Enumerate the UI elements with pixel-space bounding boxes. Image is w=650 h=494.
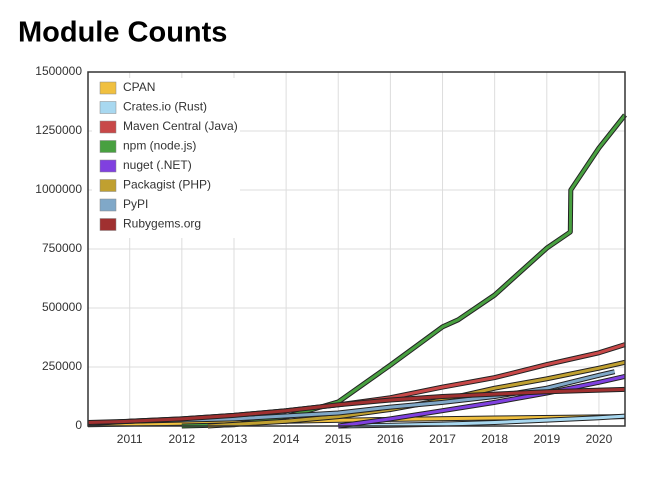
legend-label: npm (node.js)	[123, 139, 196, 153]
x-tick-label: 2020	[586, 432, 613, 446]
legend-label: Maven Central (Java)	[123, 119, 238, 133]
legend-label: Rubygems.org	[123, 217, 201, 231]
legend-swatch	[99, 81, 117, 95]
legend-swatch	[99, 120, 117, 134]
x-tick-label: 2018	[481, 432, 508, 446]
x-tick-label: 2013	[221, 432, 248, 446]
x-tick-label: 2019	[533, 432, 560, 446]
x-tick-label: 2011	[117, 432, 143, 446]
legend-box	[92, 78, 240, 238]
legend-label: PyPI	[123, 197, 148, 211]
plot-border	[87, 71, 626, 427]
series-line	[129, 370, 615, 423]
x-tick-label: 2017	[429, 432, 456, 446]
legend-label: Packagist (PHP)	[123, 178, 211, 192]
y-tick-label: 250000	[42, 359, 82, 373]
legend-label: CPAN	[123, 80, 155, 94]
y-tick-label: 1000000	[35, 182, 82, 196]
y-tick-label: 1500000	[35, 64, 82, 78]
legend-swatch	[99, 159, 117, 173]
legend-swatch	[99, 179, 117, 192]
legend-label: Crates.io (Rust)	[123, 100, 207, 114]
legend-swatch	[99, 140, 117, 153]
x-tick-label: 2016	[377, 432, 404, 446]
y-tick-label: 1250000	[35, 123, 82, 137]
x-tick-label: 2015	[325, 432, 352, 446]
y-tick-label: 500000	[42, 300, 82, 314]
chart-title: Module Counts	[18, 17, 227, 49]
x-tick-label: 2012	[168, 432, 195, 446]
series-line	[87, 387, 626, 424]
x-tick-label: 2014	[273, 432, 300, 446]
legend-label: nuget (.NET)	[123, 158, 192, 172]
legend-swatch	[99, 198, 117, 212]
series-line	[87, 415, 626, 427]
series-line	[338, 374, 626, 428]
legend-swatch	[99, 218, 117, 231]
y-tick-label: 750000	[42, 241, 82, 255]
y-tick-label: 0	[75, 418, 82, 432]
legend-swatch	[99, 101, 117, 114]
